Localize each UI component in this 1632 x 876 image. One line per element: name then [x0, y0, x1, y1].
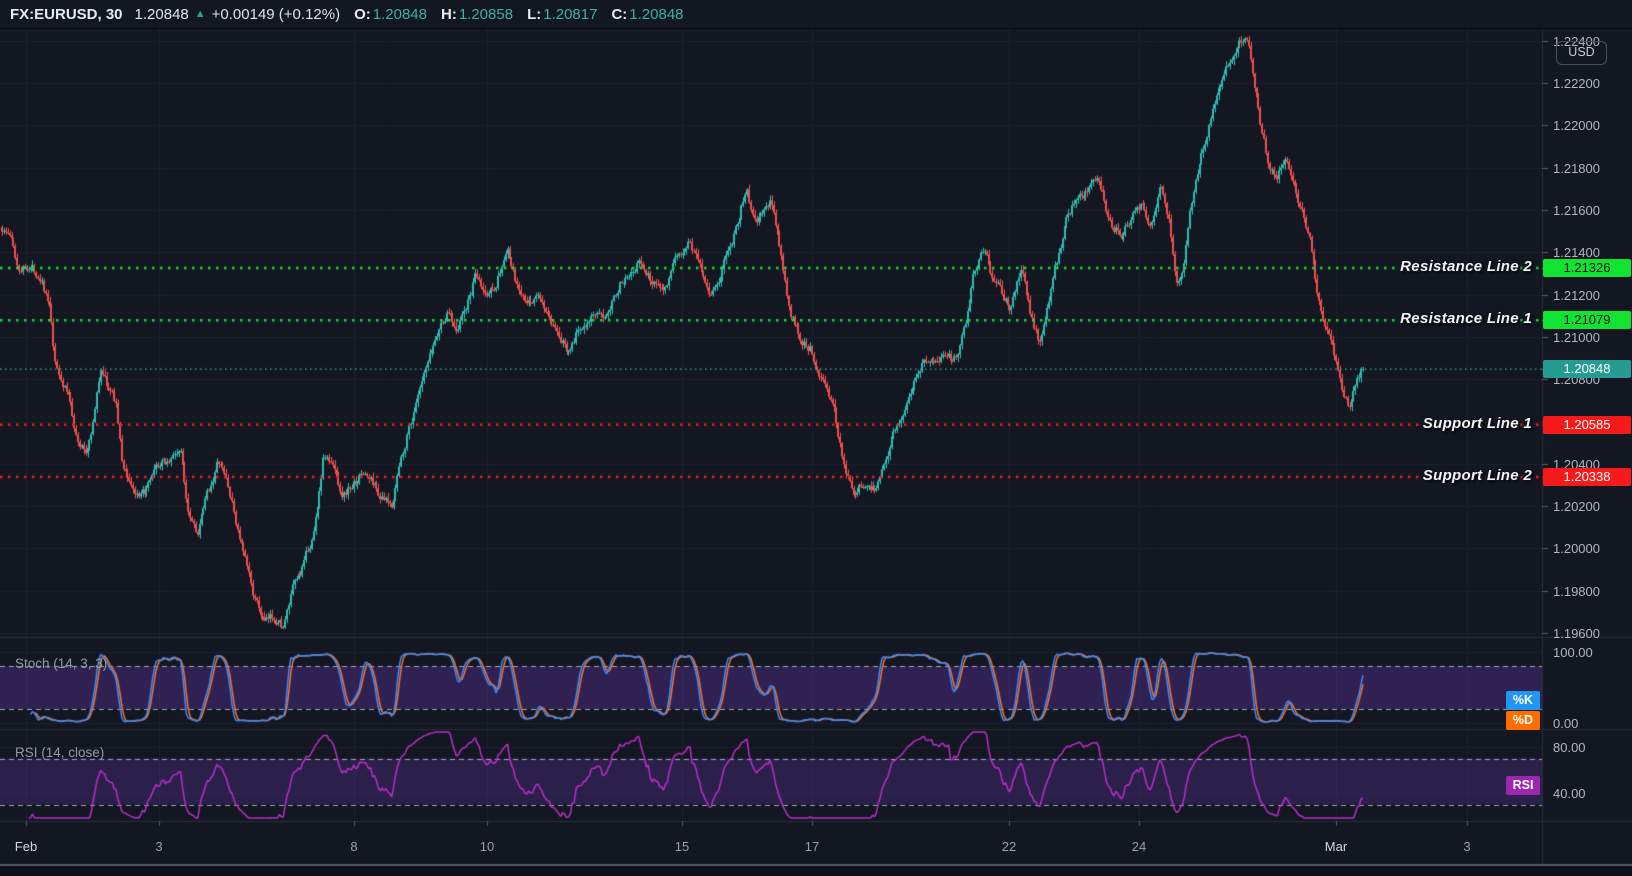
- symbol-name[interactable]: FX:EURUSD, 30: [10, 5, 123, 23]
- time-tick-label: 24: [1131, 839, 1147, 854]
- time-tick-label: 15: [674, 839, 690, 854]
- low-label: L:: [527, 5, 542, 23]
- stoch-scale-label: 100.00: [1553, 645, 1593, 660]
- price-tick-label: 1.21000: [1553, 329, 1600, 345]
- open-value: 1.20848: [372, 5, 427, 23]
- time-tick-label: 17: [804, 839, 820, 854]
- rsi-badge: RSI: [1506, 776, 1540, 795]
- time-tick-label: 3: [155, 839, 163, 854]
- resistance-line-2-label[interactable]: Resistance Line 2: [1400, 258, 1532, 275]
- close-value: 1.20848: [629, 5, 684, 23]
- price-change: +0.00149 (+0.12%): [211, 5, 341, 23]
- price-tick-label: 1.20200: [1553, 499, 1600, 515]
- price-badge-resistance-2: 1.21326: [1543, 259, 1631, 277]
- price-tick-label: 1.21200: [1553, 287, 1600, 303]
- price-tick-label: 1.21400: [1553, 245, 1600, 261]
- price-tick-label: 1.19600: [1553, 625, 1600, 641]
- time-tick-label: 8: [350, 839, 358, 854]
- time-tick-label: 22: [1001, 839, 1017, 854]
- price-badge-current: 1.20848: [1543, 360, 1631, 379]
- low-value: 1.20817: [543, 5, 598, 23]
- stoch-d-badge: %D: [1506, 711, 1540, 730]
- time-tick-label: 10: [479, 839, 495, 854]
- stoch-scale-label: 0.00: [1553, 716, 1579, 731]
- price-badge-resistance-1: 1.21079: [1543, 311, 1631, 330]
- currency-unit-button[interactable]: USD: [1556, 41, 1607, 65]
- stoch-k-badge: %K: [1506, 691, 1540, 710]
- time-tick-label: 3: [1463, 839, 1471, 854]
- open-label: O:: [354, 5, 371, 23]
- time-tick-label: Feb: [14, 839, 38, 854]
- rsi-scale-label: 80.00: [1553, 740, 1586, 755]
- price-tick-label: 1.22200: [1553, 76, 1600, 92]
- high-label: H:: [441, 5, 457, 23]
- symbol-legend[interactable]: FX:EURUSD, 30 1.20848 ▲ +0.00149 (+0.12%…: [0, 0, 1632, 29]
- support-line-2-label[interactable]: Support Line 2: [1422, 466, 1532, 484]
- close-label: C:: [611, 5, 628, 23]
- price-tick-label: 1.22000: [1553, 118, 1600, 134]
- resistance-line-1-label[interactable]: Resistance Line 1: [1400, 310, 1532, 328]
- price-tick-label: 1.20000: [1553, 541, 1600, 557]
- price-tick-label: 1.21800: [1553, 160, 1600, 176]
- price-tick-label: 1.19800: [1553, 583, 1600, 599]
- rsi-scale-label: 40.00: [1553, 786, 1586, 801]
- time-tick-label: Mar: [1324, 839, 1348, 854]
- price-tick-label: 1.21600: [1553, 203, 1600, 219]
- high-value: 1.20858: [458, 5, 514, 23]
- support-line-1-label[interactable]: Support Line 1: [1422, 414, 1532, 432]
- price-badge-support-2: 1.20338: [1543, 467, 1631, 486]
- rsi-pane-title[interactable]: RSI (14, close): [15, 745, 105, 760]
- last-price: 1.20848: [134, 5, 189, 23]
- stoch-pane-title[interactable]: Stoch (14, 3, 3): [15, 656, 108, 671]
- price-badge-support-1: 1.20585: [1543, 415, 1631, 434]
- price-up-triangle-icon: ▲: [194, 8, 206, 20]
